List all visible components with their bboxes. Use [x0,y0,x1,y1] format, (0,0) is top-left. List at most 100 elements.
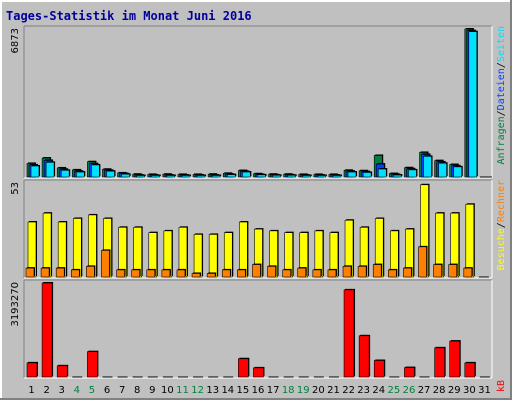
x-tick-label-day-5: 5 [89,385,95,396]
bar-rechner-day-8 [131,269,140,278]
x-tick-label-day-13: 13 [206,385,219,396]
bar-seiten-day-24 [377,168,387,178]
bar-kb-day-15 [238,358,249,378]
legend-kb: kB [496,380,507,392]
legend-middle: Besuche/Rechner [496,180,507,270]
frame-edge [0,0,2,400]
bar-rechner-day-26 [403,267,412,278]
bar-kb-day-2 [41,282,53,378]
bar-seiten-day-27 [423,156,432,178]
x-tick-label-day-31: 31 [478,385,491,396]
x-tick-label-day-3: 3 [59,385,65,396]
bar-besuche-day-15 [239,221,248,278]
legend-dateien: Dateien [496,68,507,110]
x-tick-label-day-24: 24 [372,385,385,396]
bar-seiten-day-8 [136,175,145,178]
bar-besuche-day-12 [193,234,203,278]
x-tick-label-day-17: 17 [267,385,280,396]
bar-rechner-day-12 [191,273,201,278]
x-tick-label-day-18: 18 [282,385,295,396]
bar-besuche-day-30 [465,203,475,278]
bar-rechner-day-5 [86,266,95,278]
bar-rechner-day-4 [70,269,80,278]
bar-rechner-day-14 [221,269,231,278]
chart-title: Tages-Statistik im Monat Juni 2016 [6,9,252,23]
legend-besuche: Besuche [496,228,507,270]
legend-anfragen: Anfragen [496,116,507,164]
x-tick-label-day-1: 1 [28,385,34,396]
bar-seiten-day-18 [287,174,296,178]
x-tick-label-day-30: 30 [463,385,476,396]
bar-kb-day-26 [404,367,415,378]
bar-seiten-day-21 [332,175,342,178]
plot-area [24,280,492,378]
bar-rechner-day-20 [312,269,322,278]
bar-besuche-day-4 [72,218,82,278]
bar-kb-day-23 [358,335,370,378]
x-tick-label-day-21: 21 [327,385,340,396]
bar-rechner-day-29 [448,264,458,278]
bar-seiten-day-17 [272,174,281,178]
bar-rechner-day-22 [342,266,352,278]
bar-rechner-day-17 [267,266,276,278]
x-tick-label-day-22: 22 [342,385,355,396]
bar-rechner-day-16 [252,264,261,278]
x-tick-label-day-2: 2 [43,385,49,396]
bar-kb-day-24 [373,360,385,378]
bar-rechner-day-2 [40,267,50,278]
bar-seiten-day-10 [166,175,176,178]
bar-kb-day-16 [253,367,264,378]
x-tick-label-day-27: 27 [418,385,431,396]
bar-rechner-day-15 [237,269,246,278]
x-tick-label-day-4: 4 [74,385,80,396]
bar-kb-day-22 [343,289,355,378]
legend-separator: / [496,62,507,68]
x-tick-label-day-25: 25 [388,385,401,396]
bar-seiten-day-14 [226,174,236,178]
plot-area [24,26,492,178]
bar-rechner-day-23 [357,266,367,278]
bar-kb-day-30 [464,362,476,378]
bar-rechner-day-27 [418,246,427,278]
x-tick-label-day-9: 9 [149,385,155,396]
bar-seiten-day-9 [151,175,161,178]
bar-seiten-day-12 [196,175,206,178]
bar-rechner-day-6 [101,250,110,278]
x-tick-label-day-11: 11 [176,385,189,396]
bar-kb-day-1 [26,362,38,378]
x-tick-label-day-19: 19 [297,385,310,396]
x-tick-label-day-26: 26 [403,385,416,396]
bar-seiten-day-5 [91,164,100,178]
bar-seiten-day-28 [438,162,447,178]
legend-top: Anfragen/Dateien/Seiten [496,26,507,165]
x-tick-label-day-28: 28 [433,385,446,396]
bar-rechner-day-11 [176,269,186,278]
y-axis-max-label: 53 [10,182,21,195]
x-tick-label-day-23: 23 [357,385,370,396]
bar-seiten-day-19 [302,175,312,178]
bar-seiten-day-20 [317,175,327,178]
x-tick-label-day-15: 15 [237,385,250,396]
y-axis-max-label: 6873 [10,28,21,53]
legend-bottom: kB [496,380,507,392]
bar-seiten-day-22 [347,171,357,178]
bar-seiten-day-4 [75,171,85,178]
bar-rechner-day-30 [463,267,473,278]
frame-edge [0,398,512,400]
frame-edge [510,0,512,400]
x-tick-label-day-12: 12 [191,385,204,396]
bar-rechner-day-7 [116,269,125,278]
bar-kb-day-3 [56,365,68,378]
bar-besuche-day-13 [208,234,218,278]
bar-rechner-day-3 [55,267,65,278]
legend-rechner: Rechner [496,180,507,222]
bar-seiten-day-25 [393,174,402,178]
legend-separator: / [496,222,507,228]
bar-rechner-day-28 [433,264,442,278]
bar-seiten-day-6 [106,170,115,178]
bar-kb-day-29 [449,340,461,378]
bar-seiten-day-26 [408,169,417,178]
bar-kb-day-28 [434,347,445,378]
bar-rechner-day-19 [297,267,307,278]
